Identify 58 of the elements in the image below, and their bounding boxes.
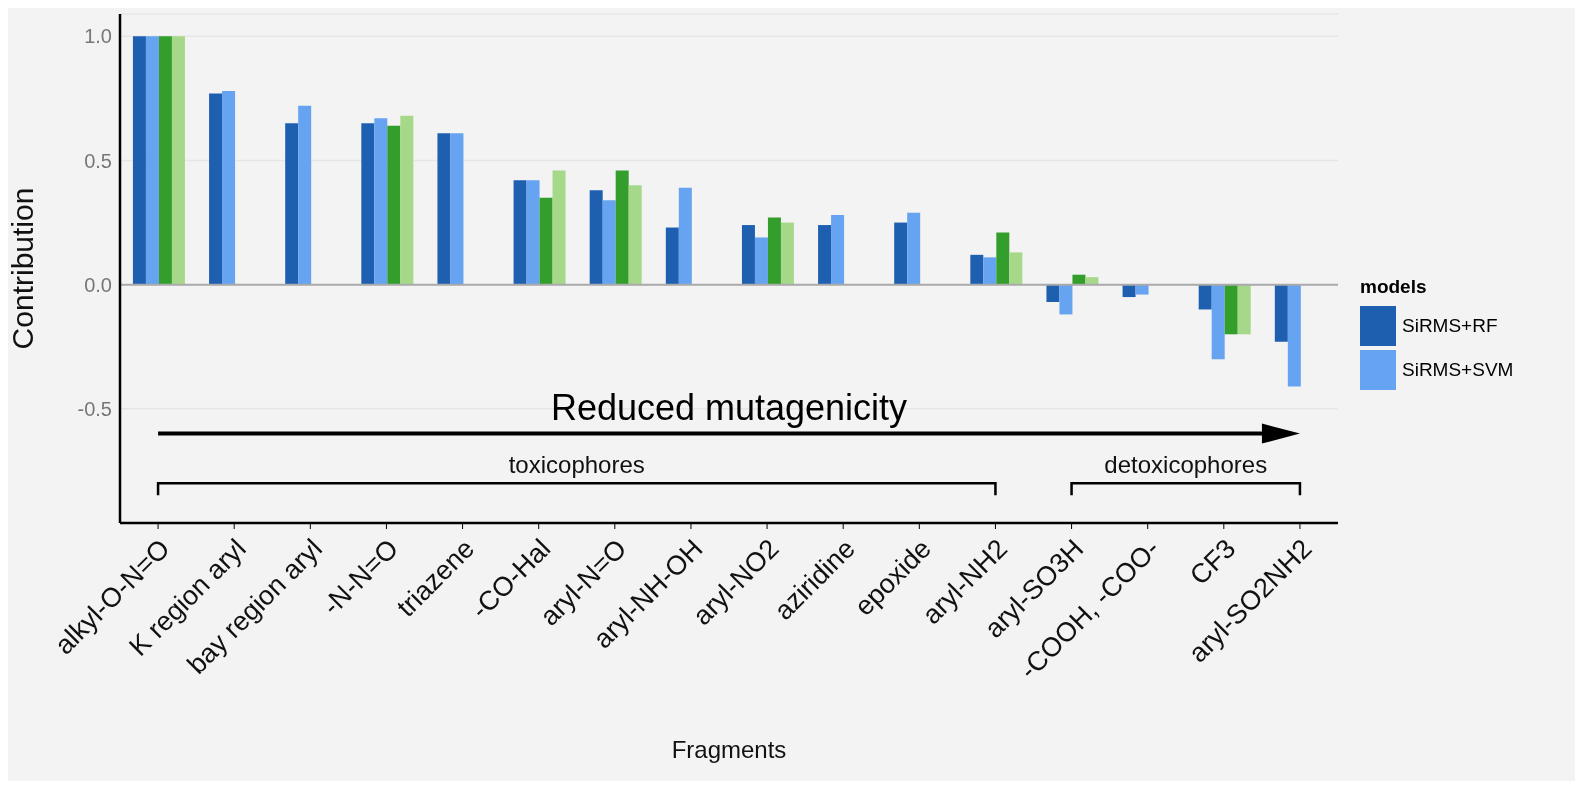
bar xyxy=(526,180,540,285)
bar xyxy=(1224,284,1238,335)
legend-label: SiRMS+RF xyxy=(1402,315,1498,337)
annotation: Reduced mutagenicity xyxy=(550,386,908,428)
bar xyxy=(158,36,172,285)
bar xyxy=(145,36,159,285)
annotation: detoxicophores xyxy=(1104,451,1268,479)
y-tick-label: 0.0 xyxy=(84,273,112,296)
bar xyxy=(1135,284,1149,295)
annotation: toxicophores xyxy=(508,451,645,479)
bar xyxy=(894,222,908,285)
bar xyxy=(767,217,781,285)
bar xyxy=(1211,284,1225,360)
bar xyxy=(513,180,527,285)
bar xyxy=(387,125,401,285)
bar xyxy=(818,225,832,285)
bar xyxy=(539,197,553,285)
bar xyxy=(450,133,464,285)
bar xyxy=(1274,284,1288,342)
bar xyxy=(400,115,414,285)
y-tick-label: -0.5 xyxy=(77,397,112,420)
bar xyxy=(907,212,921,285)
bar xyxy=(171,36,185,285)
bar xyxy=(298,105,312,285)
bar xyxy=(996,232,1010,285)
bar xyxy=(831,215,845,285)
bar xyxy=(970,254,984,285)
bar xyxy=(754,237,768,285)
y-tick-label: 1.0 xyxy=(84,25,112,48)
bar xyxy=(132,36,146,285)
bar xyxy=(361,123,375,285)
bar xyxy=(1046,284,1060,303)
bar xyxy=(678,187,692,285)
bar xyxy=(552,170,566,285)
legend-label: SiRMS+SVM xyxy=(1402,359,1514,381)
bar xyxy=(615,170,629,285)
bar xyxy=(741,225,755,285)
bar xyxy=(602,200,616,285)
bar xyxy=(374,118,388,285)
bar xyxy=(589,190,603,285)
bar xyxy=(1009,252,1023,285)
bar xyxy=(983,257,997,285)
bar xyxy=(1072,274,1086,285)
legend-title: models xyxy=(1360,276,1428,298)
bar xyxy=(780,222,794,285)
bar xyxy=(209,93,223,285)
y-axis-title: Contribution xyxy=(5,187,39,350)
bar xyxy=(1287,284,1301,387)
bar xyxy=(1198,284,1212,310)
bar xyxy=(628,185,642,285)
bar xyxy=(1237,284,1251,335)
bar xyxy=(665,227,679,285)
bar xyxy=(222,90,236,285)
y-tick-label: 0.5 xyxy=(84,149,112,172)
bar xyxy=(437,133,451,285)
bar xyxy=(285,123,299,285)
x-axis-title: Fragments xyxy=(670,736,788,764)
bar xyxy=(1059,284,1073,315)
